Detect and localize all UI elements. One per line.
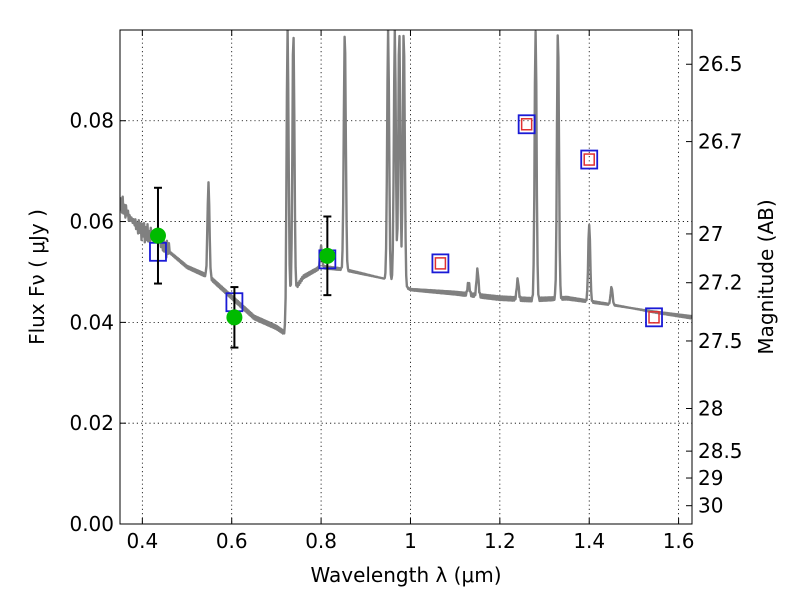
x-tick-label: 1 (404, 529, 417, 553)
magnitude-axis-label: Magnitude (AB) (754, 199, 778, 354)
model-photometry-point (517, 114, 536, 135)
upper-limit-point (520, 118, 533, 131)
x-tick-label: 0.6 (216, 529, 248, 553)
magnitude-tick-label: 27.2 (698, 271, 743, 295)
upper-limit-point (648, 311, 660, 324)
observed-photometry-point (149, 227, 166, 244)
magnitude-axis-ticks: 26.5 26.7 27 27.2 27.5 28 28.5 29 30 (686, 52, 743, 518)
x-tick-label: 0.8 (305, 529, 337, 553)
magnitude-tick-label: 30 (698, 494, 723, 518)
upper-limit-point (434, 257, 447, 270)
x-tick-label: 1.6 (663, 529, 695, 553)
model-photometry-point (645, 307, 663, 328)
y-tick-label: 0.02 (69, 411, 114, 435)
y-tick-label: 0.04 (69, 310, 114, 334)
magnitude-tick-label: 28.5 (698, 439, 743, 463)
magnitude-tick-label: 26.7 (698, 130, 743, 154)
model-photometry-point (580, 149, 599, 170)
observed-photometry-point (319, 247, 336, 264)
sed-template-layer (120, 30, 692, 335)
plot-frame (119, 29, 693, 525)
y-tick-label: 0.08 (69, 109, 114, 133)
model-photometry-point (431, 253, 450, 274)
x-axis-label: Wavelength λ (μm) (310, 563, 501, 587)
magnitude-tick-label: 26.5 (698, 52, 743, 76)
photometry-layer (149, 114, 663, 349)
magnitude-tick-label: 29 (698, 466, 723, 490)
y-axis-ticks: 0.00 0.02 0.04 0.06 0.08 (69, 109, 126, 536)
magnitude-tick-label: 27 (698, 222, 723, 246)
x-tick-label: 0.4 (126, 529, 158, 553)
magnitude-tick-label: 28 (698, 397, 723, 421)
y-tick-label: 0.06 (69, 210, 114, 234)
x-tick-label: 1.4 (573, 529, 605, 553)
y-axis-label: Flux Fν ( μJy ) (25, 209, 49, 345)
observed-photometry-point (226, 309, 243, 326)
sed-template-line (120, 30, 692, 335)
y-tick-label: 0.00 (69, 512, 114, 536)
x-axis-ticks: 0.4 0.6 0.8 1 1.2 1.4 1.6 (126, 30, 695, 553)
magnitude-tick-label: 27.5 (698, 329, 743, 353)
upper-limit-point (583, 153, 595, 166)
x-tick-label: 1.2 (484, 529, 516, 553)
